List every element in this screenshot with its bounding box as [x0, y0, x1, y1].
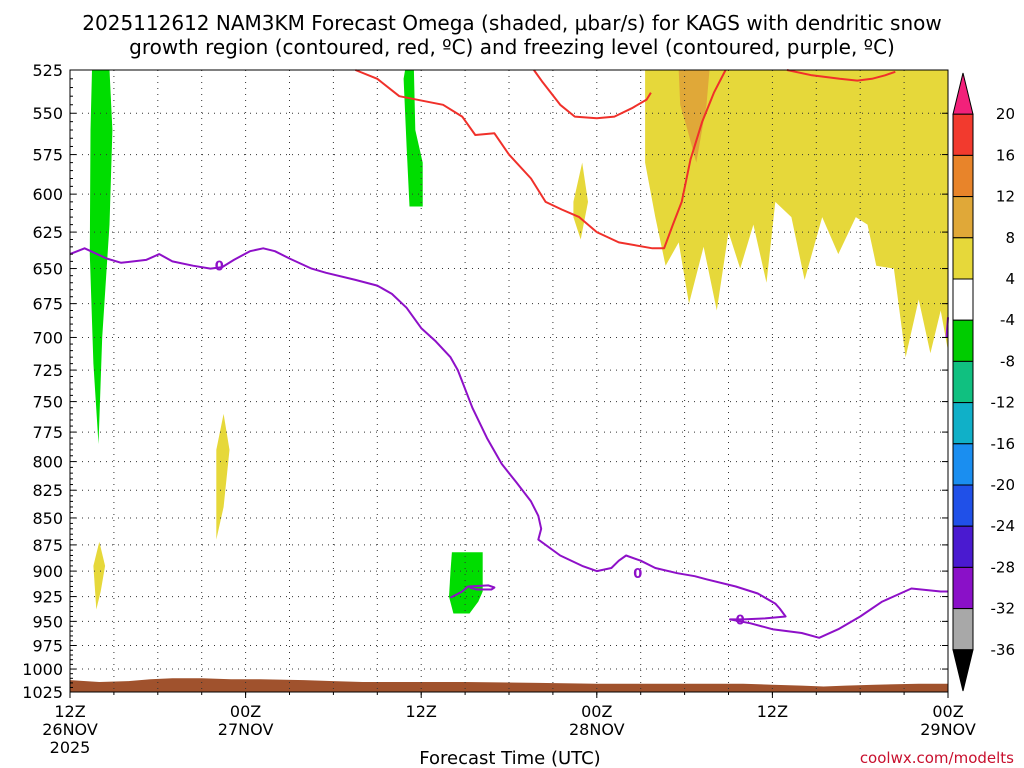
- colorbar-label-4: 4: [1005, 270, 1015, 288]
- colorbar-segment-6: [952, 319, 974, 362]
- colorbar-segment-7: [952, 360, 974, 404]
- colorbar-segment-8: [952, 402, 974, 445]
- chart-title-line-2: growth region (contoured, red, ºC) and f…: [129, 35, 895, 59]
- y-tick-label-1000: 1000: [22, 660, 63, 679]
- colorbar-label-3: 8: [1005, 229, 1015, 247]
- colorbar-segment-14: [952, 649, 974, 692]
- terrain-layer: [70, 678, 948, 692]
- y-axis-ticks: 525 550 575 600 625 650 675 700 725 750 775 800 825 8…: [22, 61, 948, 702]
- y-tick-label-550: 550: [32, 104, 63, 123]
- colorbar-segment-1: [952, 113, 974, 156]
- dendritic-contour-2: [786, 69, 896, 82]
- colorbar-label-7: -12: [991, 394, 1016, 412]
- colorbar-label-0: 20: [996, 105, 1015, 123]
- chart-title-line-1: 2025112612 NAM3KM Forecast Omega (shaded…: [82, 11, 941, 35]
- x-tick-label-5-1: 29NOV: [920, 720, 976, 739]
- y-tick-label-850: 850: [32, 509, 63, 528]
- x-tick-label-2-0: 12Z: [406, 702, 437, 721]
- colorbar-label-9: -20: [991, 476, 1016, 494]
- y-tick-label-900: 900: [32, 562, 63, 581]
- freezing-level-contour-1: [450, 584, 496, 599]
- y-tick-label-975: 975: [32, 637, 63, 656]
- colorbar-segment-2: [952, 154, 974, 198]
- colorbar-segment-5: [952, 278, 974, 321]
- y-tick-label-775: 775: [32, 423, 63, 442]
- y-tick-label-525: 525: [32, 61, 63, 80]
- y-tick-label-800: 800: [32, 453, 63, 472]
- colorbar-label-8: -16: [991, 435, 1016, 453]
- y-tick-label-625: 625: [32, 223, 63, 242]
- omega-region-4: [93, 541, 106, 610]
- colorbar-segment-4: [952, 237, 974, 280]
- colorbar-label-12: -32: [991, 600, 1016, 618]
- credit-text: coolwx.com/modelts: [860, 749, 1014, 767]
- contour-label-0: 0: [215, 260, 224, 275]
- colorbar-segment-13: [952, 608, 974, 651]
- y-tick-label-575: 575: [32, 146, 63, 165]
- x-tick-label-4-0: 12Z: [757, 702, 788, 721]
- colorbar-label-11: -28: [991, 558, 1016, 576]
- omega-region-3: [216, 413, 230, 540]
- x-tick-label-0-2: 2025: [50, 738, 91, 757]
- y-tick-label-1025: 1025: [22, 683, 63, 702]
- y-tick-label-725: 725: [32, 361, 63, 380]
- colorbar-segment-10: [952, 484, 974, 527]
- x-tick-label-3-1: 28NOV: [569, 720, 625, 739]
- x-tick-label-0-1: 26NOV: [42, 720, 98, 739]
- y-tick-label-675: 675: [32, 295, 63, 314]
- x-tick-label-1-1: 27NOV: [218, 720, 274, 739]
- omega-region-2: [449, 552, 483, 614]
- omega-region-1: [403, 70, 423, 207]
- colorbar-label-1: 16: [996, 146, 1015, 164]
- x-tick-label-0-0: 12Z: [54, 702, 85, 721]
- freezing-level-contour-0: [69, 247, 948, 639]
- colorbar-segment-0: [952, 72, 974, 115]
- colorbar-label-2: 12: [996, 188, 1015, 206]
- contour-layer: 0 0 0: [69, 69, 949, 639]
- x-axis-title: Forecast Time (UTC): [419, 748, 600, 768]
- y-tick-label-925: 925: [32, 588, 63, 607]
- colorbar-label-13: -36: [991, 641, 1016, 659]
- y-tick-label-650: 650: [32, 260, 63, 279]
- y-tick-label-600: 600: [32, 185, 63, 204]
- terrain-fill: [70, 678, 948, 692]
- omega-region-5: [573, 162, 588, 240]
- y-tick-label-950: 950: [32, 612, 63, 631]
- y-tick-label-875: 875: [32, 536, 63, 555]
- dendritic-contour-0: [355, 69, 727, 250]
- y-tick-label-750: 750: [32, 393, 63, 412]
- colorbar: 20 16 12 8 4 -4 -8 -12 -16 -20 -24 -28 -32 -36: [952, 72, 1016, 692]
- colorbar-label-10: -24: [991, 517, 1016, 535]
- omega-region-6: [645, 70, 948, 358]
- colorbar-segment-12: [952, 566, 974, 610]
- omega-region-7: [678, 70, 710, 163]
- x-tick-label-1-0: 00Z: [230, 702, 261, 721]
- colorbar-segment-9: [952, 443, 974, 486]
- colorbar-segment-3: [952, 196, 974, 239]
- x-tick-label-5-0: 00Z: [932, 702, 963, 721]
- colorbar-label-5: -4: [1000, 311, 1015, 329]
- contour-label-2: 0: [736, 613, 745, 628]
- y-tick-label-700: 700: [32, 328, 63, 347]
- y-tick-label-825: 825: [32, 481, 63, 500]
- x-tick-label-3-0: 00Z: [581, 702, 612, 721]
- colorbar-segment-11: [952, 525, 974, 568]
- dendritic-contour-1: [533, 69, 652, 120]
- contour-label-1: 0: [633, 567, 642, 582]
- colorbar-label-6: -8: [1000, 352, 1015, 370]
- omega-shading-layer: [89, 70, 948, 614]
